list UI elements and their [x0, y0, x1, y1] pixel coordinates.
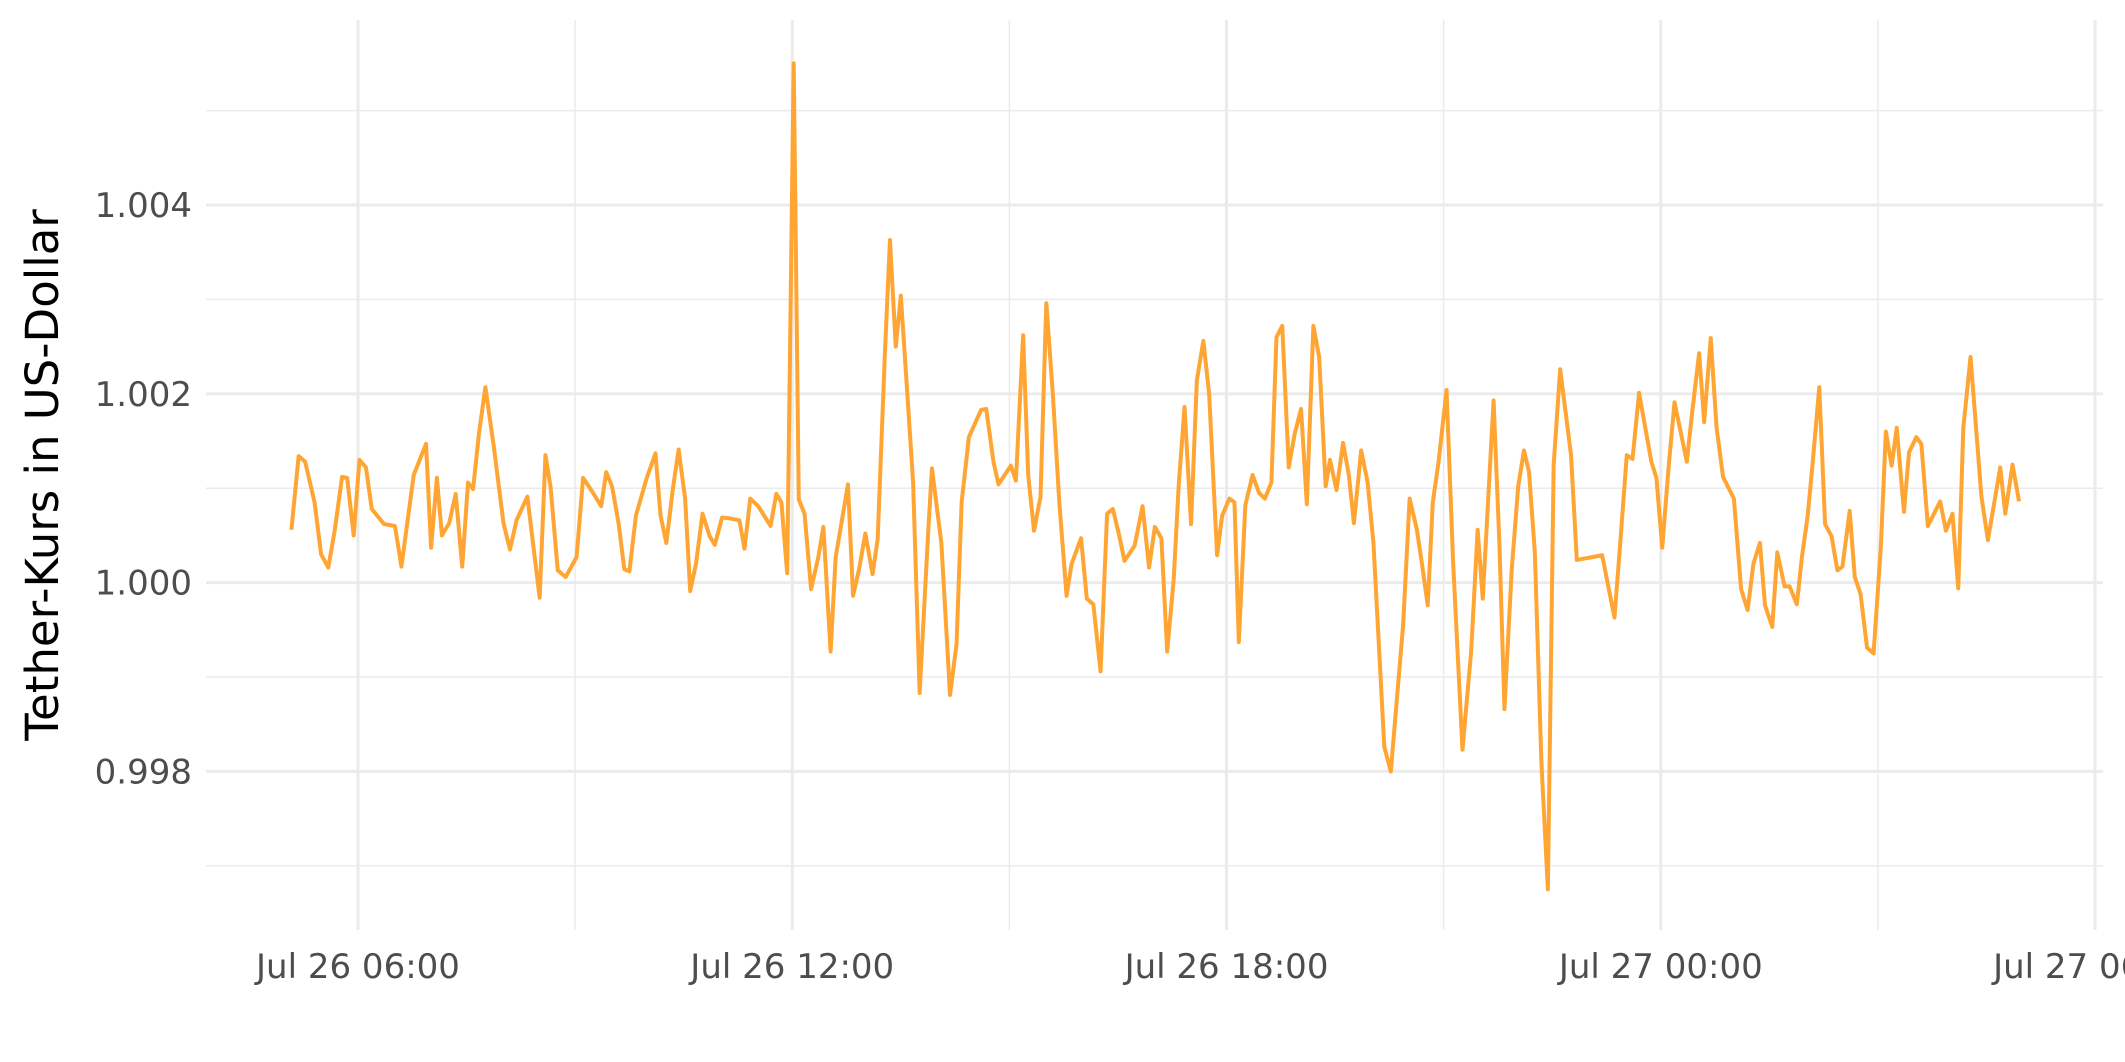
- price-line: [289, 61, 2022, 892]
- x-tick-label: Jul 27 06:00: [1991, 947, 2125, 987]
- y-tick-label: 1.000: [95, 564, 192, 604]
- x-tick-label: Jul 26 06:00: [254, 947, 460, 987]
- y-tick-label: 0.998: [95, 752, 192, 792]
- y-tick-label: 1.004: [95, 186, 192, 226]
- y-axis-title: Tether-Kurs in US-Dollar: [16, 209, 69, 742]
- x-tick-label: Jul 26 12:00: [688, 947, 894, 987]
- y-tick-label: 1.002: [95, 375, 192, 415]
- x-tick-label: Jul 26 18:00: [1123, 947, 1329, 987]
- x-tick-label: Jul 27 00:00: [1557, 947, 1763, 987]
